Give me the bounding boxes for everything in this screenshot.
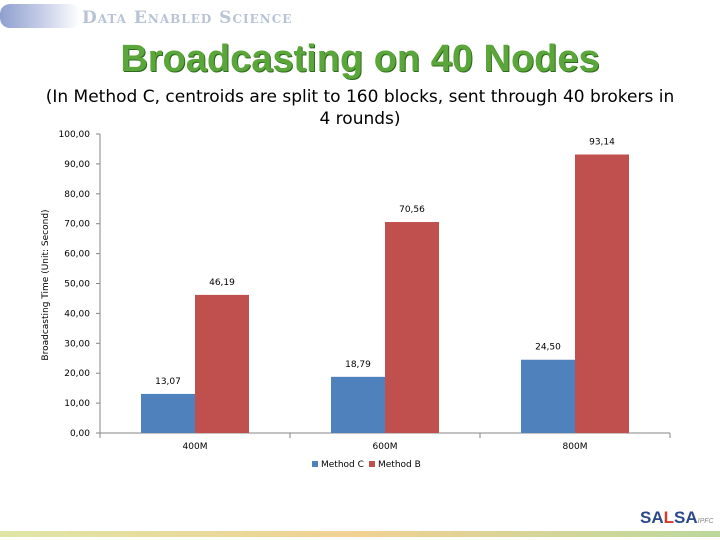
salsa-logo: SALSAIPFC <box>640 508 714 527</box>
bar-method-b <box>385 222 439 433</box>
bar-method-c <box>521 359 575 433</box>
legend-swatch <box>312 461 318 467</box>
footer-gradient-bar <box>0 531 720 537</box>
y-tick-label: 40,00 <box>64 309 90 319</box>
data-label: 24,50 <box>535 343 561 353</box>
y-tick-label: 50,00 <box>64 280 90 290</box>
header-gradient-bar <box>0 4 80 28</box>
y-tick-label: 20,00 <box>64 369 90 379</box>
bar-method-b <box>195 294 249 433</box>
data-label: 46,19 <box>209 278 235 288</box>
y-tick-label: 0,00 <box>70 429 90 439</box>
data-label: 18,79 <box>345 360 371 370</box>
legend-label: Method C <box>321 460 364 470</box>
y-tick-label: 90,00 <box>64 160 90 170</box>
x-tick-label: 600M <box>373 442 398 452</box>
y-tick-label: 80,00 <box>64 190 90 200</box>
brand-text: Data Enabled Science <box>82 8 293 28</box>
data-label: 13,07 <box>155 377 181 387</box>
legend-swatch <box>369 461 375 467</box>
bar-method-b <box>575 154 629 433</box>
data-label: 70,56 <box>399 205 425 215</box>
data-label: 93,14 <box>589 138 615 148</box>
slide-title: Broadcasting on 40 Nodes <box>120 38 600 80</box>
y-tick-label: 70,00 <box>64 220 90 230</box>
y-tick-label: 60,00 <box>64 250 90 260</box>
bar-method-c <box>141 393 195 433</box>
legend-label: Method B <box>378 460 421 470</box>
bar-method-c <box>331 376 385 433</box>
bar-chart: 0,00 10,00 20,00 30,00 40,00 50,00 60,00 70,00 8… <box>59 130 671 470</box>
x-tick-label: 800M <box>563 442 588 452</box>
y-tick-label: 30,00 <box>64 339 90 349</box>
y-tick-label: 10,00 <box>64 399 90 409</box>
x-tick-label: 400M <box>183 442 208 452</box>
slide-subtitle: (In Method C, centroids are split to 160… <box>45 87 675 129</box>
y-tick-label: 100,00 <box>59 130 91 140</box>
